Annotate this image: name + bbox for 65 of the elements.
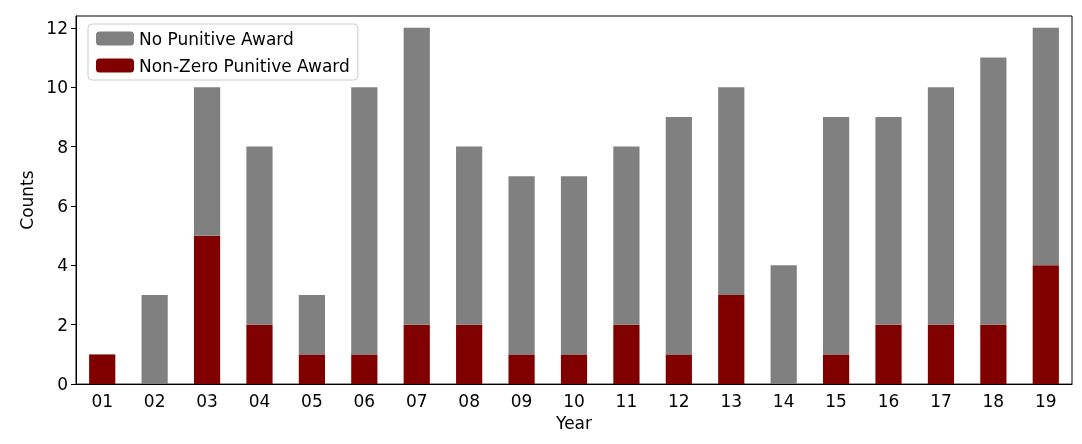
bar xyxy=(613,324,640,385)
y-tick-label: 8 xyxy=(57,136,68,157)
bar xyxy=(823,354,850,385)
x-tick-label: 11 xyxy=(615,390,638,411)
x-tick-label: 09 xyxy=(510,390,533,411)
x-tick-label: 19 xyxy=(1034,390,1057,411)
bar xyxy=(456,324,483,385)
bar xyxy=(193,235,221,385)
bar xyxy=(508,354,535,385)
bar xyxy=(89,354,116,385)
bar xyxy=(246,146,273,325)
bar xyxy=(351,87,378,355)
y-tick-label: 4 xyxy=(57,255,68,276)
y-tick-label: 2 xyxy=(57,314,68,335)
y-tick-label: 6 xyxy=(57,195,68,216)
bar xyxy=(613,146,640,325)
x-tick-label: 13 xyxy=(720,390,743,411)
bar xyxy=(403,324,430,385)
bar xyxy=(508,176,535,355)
bar xyxy=(246,324,273,385)
bar xyxy=(560,354,588,385)
bar xyxy=(141,295,168,385)
x-tick-label: 15 xyxy=(825,390,847,411)
x-tick-label: 03 xyxy=(196,390,218,411)
x-tick-label: 06 xyxy=(353,390,376,411)
bar xyxy=(823,116,850,355)
bar xyxy=(665,116,692,355)
bar xyxy=(403,27,430,325)
bar xyxy=(718,295,745,385)
x-tick-label: 04 xyxy=(248,390,271,411)
bar xyxy=(770,265,797,385)
x-tick-label: 17 xyxy=(930,390,952,411)
bar xyxy=(927,324,955,385)
x-tick-label: 05 xyxy=(301,390,323,411)
bar xyxy=(927,87,955,325)
bar xyxy=(560,176,588,355)
x-tick-label: 18 xyxy=(982,390,1005,411)
y-axis-title: Counts xyxy=(16,170,37,230)
x-tick-label: 07 xyxy=(405,390,428,411)
bar xyxy=(456,146,483,325)
x-tick-label: 12 xyxy=(668,390,690,411)
y-tick-label: 12 xyxy=(46,17,68,38)
bar xyxy=(1032,27,1059,266)
x-tick-label: 02 xyxy=(143,390,166,411)
bar xyxy=(875,324,902,385)
x-tick-label: 08 xyxy=(458,390,480,411)
legend-label: Non-Zero Punitive Award xyxy=(139,55,350,76)
bar xyxy=(298,354,325,385)
bar xyxy=(298,295,325,355)
bar xyxy=(665,354,692,385)
bar xyxy=(980,324,1007,385)
legend-label: No Punitive Award xyxy=(139,28,294,49)
y-tick-label: 0 xyxy=(57,374,68,395)
bar xyxy=(193,87,221,236)
x-tick-label: 14 xyxy=(772,390,795,411)
bar xyxy=(1032,265,1059,385)
x-tick-label: 01 xyxy=(91,390,114,411)
y-tick-label: 10 xyxy=(46,77,68,98)
bar xyxy=(718,87,745,296)
x-tick-label: 10 xyxy=(563,390,585,411)
bar xyxy=(351,354,378,385)
bar xyxy=(980,57,1007,325)
bar xyxy=(875,116,902,325)
x-tick-label: 16 xyxy=(877,390,900,411)
x-axis-title: Year xyxy=(555,412,592,433)
